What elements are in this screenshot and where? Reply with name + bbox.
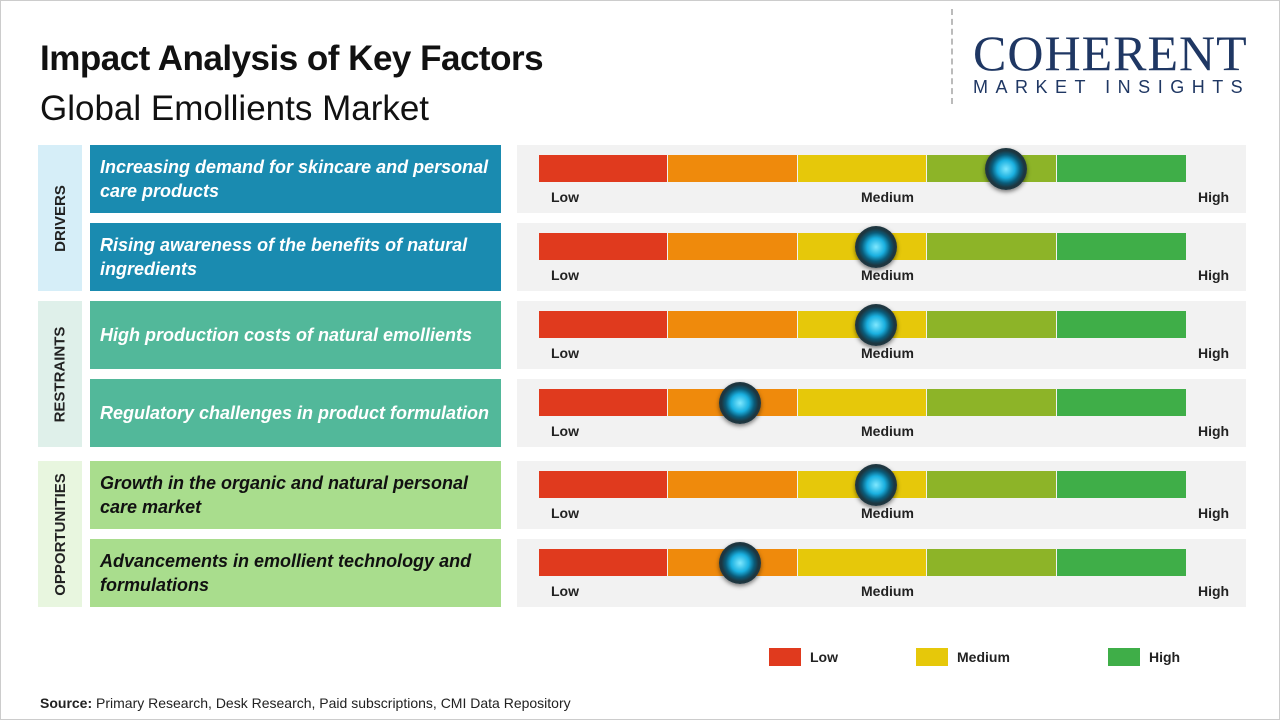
scale-label: High	[1198, 423, 1230, 439]
gauge-segment	[1057, 471, 1186, 498]
gauge-segment	[927, 389, 1056, 416]
legend-item: Low	[769, 648, 838, 666]
factor-label: High production costs of natural emollie…	[90, 301, 501, 369]
gauge-segment	[927, 233, 1056, 260]
gauge-segment	[539, 155, 667, 182]
scale-label: Low	[551, 505, 579, 521]
factor-label: Regulatory challenges in product formula…	[90, 379, 501, 447]
page-title: Impact Analysis of Key Factors	[40, 39, 544, 78]
gauge-segment	[1057, 549, 1186, 576]
scale-label: Medium	[861, 583, 914, 599]
gauge-segment	[539, 311, 667, 338]
factor-label: Growth in the organic and natural person…	[90, 461, 501, 529]
gauge-segment	[798, 155, 926, 182]
gauge-segment	[668, 233, 797, 260]
scale-label: Low	[551, 189, 579, 205]
scale-label: High	[1198, 267, 1230, 283]
gauge-segment	[927, 549, 1056, 576]
impact-marker	[718, 542, 761, 584]
legend-item: Medium	[916, 648, 1010, 666]
scale-label: Low	[551, 423, 579, 439]
impact-marker	[854, 304, 897, 346]
gauge-segment	[668, 155, 797, 182]
gauge-segment	[1057, 389, 1186, 416]
scale-label: Medium	[861, 189, 914, 205]
gauge-segment	[1057, 155, 1186, 182]
impact-gauge: Low Medium High	[517, 145, 1246, 213]
page-subtitle: Global Emollients Market	[40, 89, 430, 128]
scale-label: High	[1198, 189, 1230, 205]
impact-gauge: Low Medium High	[517, 379, 1246, 447]
scale-label: Medium	[861, 345, 914, 361]
scale-label: Medium	[861, 267, 914, 283]
gauge-segment	[539, 471, 667, 498]
gauge-segment	[798, 549, 926, 576]
legend-swatch	[769, 648, 801, 666]
factor-label: Increasing demand for skincare and perso…	[90, 145, 501, 213]
factor-label: Advancements in emollient technology and…	[90, 539, 501, 607]
scale-label: High	[1198, 505, 1230, 521]
category-restraints: RESTRAINTS	[38, 301, 82, 447]
gauge-segment	[539, 233, 667, 260]
legend-swatch	[1108, 648, 1140, 666]
gauge-segment	[927, 311, 1056, 338]
factor-label: Rising awareness of the benefits of natu…	[90, 223, 501, 291]
source-note: Source: Primary Research, Desk Research,…	[40, 695, 571, 711]
gauge-segment	[539, 389, 667, 416]
gauge-segment	[798, 389, 926, 416]
gauge-segment	[539, 549, 667, 576]
legend-item: High	[1108, 648, 1180, 666]
category-drivers: DRIVERS	[38, 145, 82, 291]
gauge-segment	[1057, 233, 1186, 260]
impact-marker	[984, 148, 1027, 190]
impact-gauge: Low Medium High	[517, 301, 1246, 369]
scale-label: High	[1198, 583, 1230, 599]
legend-swatch	[916, 648, 948, 666]
scale-label: Low	[551, 345, 579, 361]
gauge-segment	[1057, 311, 1186, 338]
impact-gauge: Low Medium High	[517, 539, 1246, 607]
impact-marker	[854, 226, 897, 268]
gauge-segment	[927, 471, 1056, 498]
category-opportunities: OPPORTUNITIES	[38, 461, 82, 607]
company-logo: COHERENT MARKET INSIGHTS	[951, 9, 1271, 104]
gauge-segment	[668, 471, 797, 498]
scale-label: Medium	[861, 423, 914, 439]
impact-gauge: Low Medium High	[517, 223, 1246, 291]
impact-gauge: Low Medium High	[517, 461, 1246, 529]
scale-label: Low	[551, 267, 579, 283]
scale-label: High	[1198, 345, 1230, 361]
impact-marker	[854, 464, 897, 506]
impact-marker	[718, 382, 761, 424]
gauge-segment	[668, 311, 797, 338]
scale-label: Low	[551, 583, 579, 599]
scale-label: Medium	[861, 505, 914, 521]
